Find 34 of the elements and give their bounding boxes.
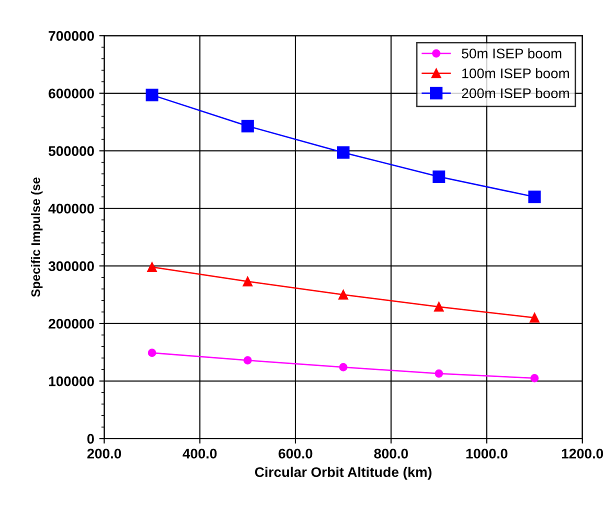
point [432,170,446,183]
x-tick-label: 1200.0 [562,448,604,459]
y-tick-label: 600000 [48,88,94,98]
x-tick-label: 200.0 [87,448,122,459]
x-axis-title: Circular Orbit Altitude (km) [254,466,432,480]
point [339,363,348,372]
point [528,190,541,204]
point [434,302,444,312]
legend-label: 100m ISEP boom [462,68,569,78]
y-tick-label: 500000 [48,146,94,156]
point [434,369,444,378]
point [242,276,253,286]
y-tick-label: 0 [87,434,94,444]
legend-label: 200m ISEP boom [462,88,569,98]
point [243,356,252,364]
point [148,348,156,358]
legend-label: 50m ISEP boom [462,48,562,58]
y-tick-label: 700000 [48,31,94,41]
point [530,374,539,382]
y-tick-label: 100000 [49,376,94,386]
x-tick-label: 400.0 [182,448,217,459]
point [147,262,157,272]
point [338,290,348,300]
x-tick-label: 600.0 [278,448,312,459]
y-tick-label: 300000 [48,261,94,272]
x-tick-label: 1000.0 [466,448,508,459]
point [241,120,254,132]
point [337,146,350,159]
point [530,312,540,323]
y-tick-label: 200000 [48,318,94,329]
x-tick-label: 800.0 [374,448,408,459]
y-tick-label: 400000 [48,204,94,214]
point [146,88,158,102]
y-axis-title: Specific Impulse (se [30,177,43,297]
